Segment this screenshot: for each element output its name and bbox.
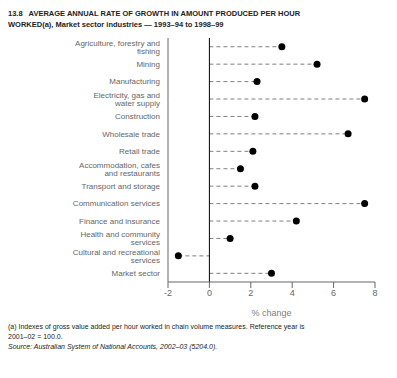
svg-text:Retail trade: Retail trade xyxy=(119,147,160,156)
svg-text:8: 8 xyxy=(372,288,377,298)
html-text:13.8 AVERAGE ANNUAL RATE OF GR: 13.8 AVERAGE ANNUAL RATE OF GROWTH IN AM… xyxy=(8,9,301,18)
html-text:(a) Indexes of gross value add: (a) Indexes of gross value added per hou… xyxy=(8,323,305,330)
html-text:Source: Australian System of N: Source: Australian System of National Ac… xyxy=(8,343,218,350)
svg-text:Market sector: Market sector xyxy=(112,269,161,278)
svg-text:Construction: Construction xyxy=(115,112,160,121)
svg-text:2: 2 xyxy=(248,288,253,298)
svg-text:Communication services: Communication services xyxy=(73,199,160,208)
svg-text:Accommodation, cafesand restau: Accommodation, cafesand restaurants xyxy=(79,161,160,178)
svg-text:0: 0 xyxy=(207,288,212,298)
svg-text:Health and communityservices: Health and communityservices xyxy=(80,230,160,247)
html-text:2001–02 = 100.0.: 2001–02 = 100.0. xyxy=(8,333,63,340)
svg-text:Agriculture, forestry andfishi: Agriculture, forestry andfishing xyxy=(75,39,160,56)
html-text:WORKED(a), Market sector indus: WORKED(a), Market sector industries — 19… xyxy=(8,20,224,29)
svg-text:Manufacturing: Manufacturing xyxy=(109,77,160,86)
svg-text:Electricity, gas andwater supp: Electricity, gas andwater supply xyxy=(93,91,160,108)
svg-text:% change: % change xyxy=(251,308,291,318)
svg-text:Mining: Mining xyxy=(136,60,160,69)
svg-text:Wholesale trade: Wholesale trade xyxy=(102,130,160,139)
svg-text:Cultural and recreationalservi: Cultural and recreationalservices xyxy=(73,248,160,265)
svg-text:-2: -2 xyxy=(164,288,172,298)
svg-text:4: 4 xyxy=(290,288,295,298)
svg-text:6: 6 xyxy=(331,288,336,298)
svg-text:Transport and storage: Transport and storage xyxy=(82,182,161,191)
svg-text:Finance and insurance: Finance and insurance xyxy=(79,217,160,226)
